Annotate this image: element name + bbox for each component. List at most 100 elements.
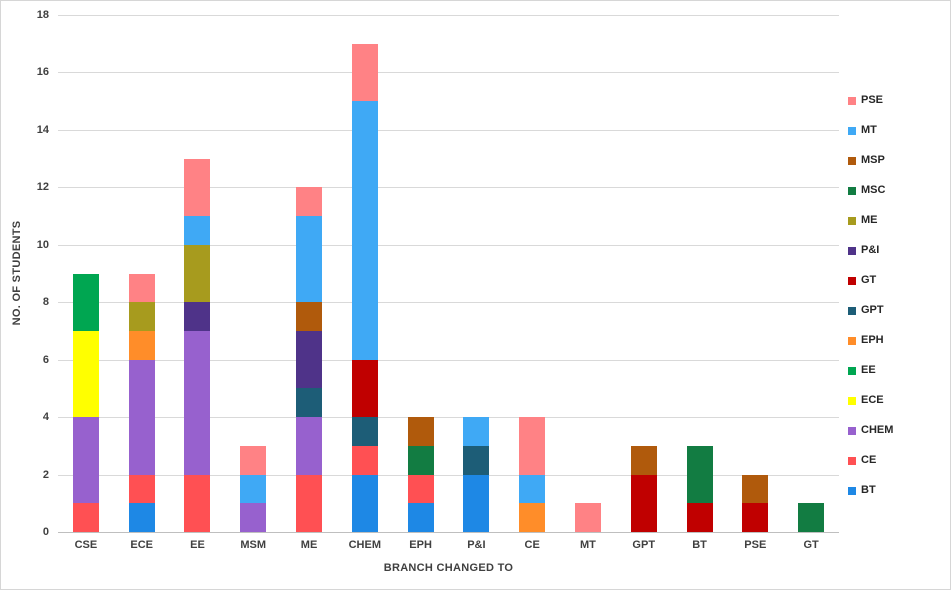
bar-segment-me xyxy=(184,244,211,303)
gridline xyxy=(58,187,839,189)
x-tick-label-gt: GT xyxy=(803,539,819,551)
bar-segment-chem xyxy=(128,359,155,475)
bar-segment-mt xyxy=(296,216,323,303)
legend: PSE MT MSP MSC ME P&I GT GPT EPH EE ECE CHEM CE BT xyxy=(848,95,893,496)
bar-segment-mt xyxy=(351,101,378,360)
legend-swatch-pse xyxy=(848,96,856,105)
bar-segment-gpt xyxy=(351,417,378,446)
legend-swatch-ece xyxy=(848,396,856,405)
bar-segment-bt xyxy=(407,503,434,532)
legend-swatch-bt xyxy=(848,486,856,495)
bar-segment-ce xyxy=(184,474,211,532)
bar-segment-bt xyxy=(351,474,378,532)
gridline xyxy=(58,302,839,304)
legend-item-ece: ECE xyxy=(848,395,893,406)
legend-label-pse: PSE xyxy=(861,94,884,106)
legend-label-mt: MT xyxy=(861,124,877,136)
bar-segment-msc xyxy=(407,445,434,475)
legend-item-chem: CHEM xyxy=(848,425,893,436)
bar-segment-msc xyxy=(798,503,825,532)
legend-item-mt: MT xyxy=(848,125,893,136)
legend-item-ce: CE xyxy=(848,455,893,466)
bar-segment-pse xyxy=(128,273,155,303)
legend-swatch-p-i xyxy=(848,246,856,255)
x-tick-label-ee: EE xyxy=(190,539,205,551)
legend-swatch-msp xyxy=(848,156,856,165)
x-tick-label-msm: MSM xyxy=(240,539,267,551)
x-tick-label-p-i: P&I xyxy=(467,539,486,551)
bar-segment-mt xyxy=(519,474,546,504)
y-tick-label: 10 xyxy=(36,238,49,251)
bar-segment-eph xyxy=(128,330,155,360)
bar-segment-bt xyxy=(463,474,490,532)
bar-segment-gt xyxy=(351,359,378,418)
gridline xyxy=(58,129,839,131)
y-tick-label: 2 xyxy=(42,468,49,481)
x-tick-label-ce: CE xyxy=(524,539,540,551)
bar-segment-ce xyxy=(128,474,155,504)
bar-segment-chem xyxy=(72,417,99,504)
bar-segment-ce xyxy=(72,503,99,532)
legend-label-msc: MSC xyxy=(861,184,886,196)
bar-segment-gpt xyxy=(296,388,323,418)
bar-segment-eph xyxy=(519,503,546,532)
bar-segment-me xyxy=(128,302,155,331)
legend-label-ce: CE xyxy=(861,454,877,466)
bar-segment-gt xyxy=(686,503,713,532)
gridline xyxy=(58,359,839,361)
legend-label-gpt: GPT xyxy=(861,304,884,316)
gridline xyxy=(58,15,839,16)
legend-item-msp: MSP xyxy=(848,155,893,166)
legend-swatch-gpt xyxy=(848,306,856,315)
y-tick-label: 6 xyxy=(42,353,49,366)
bar-segment-msp xyxy=(742,474,769,504)
legend-swatch-mt xyxy=(848,126,856,135)
legend-item-gt: GT xyxy=(848,275,893,286)
legend-swatch-chem xyxy=(848,426,856,435)
y-tick-label: 4 xyxy=(42,411,49,424)
legend-swatch-ee xyxy=(848,366,856,375)
x-tick-label-gpt: GPT xyxy=(632,539,656,551)
bar-segment-mt xyxy=(184,216,211,245)
bar-segment-msp xyxy=(296,302,323,331)
bar-segment-msp xyxy=(407,417,434,446)
legend-label-bt: BT xyxy=(861,484,876,496)
legend-item-ee: EE xyxy=(848,365,893,376)
x-tick-label-ece: ECE xyxy=(130,539,153,551)
x-tick-label-cse: CSE xyxy=(74,539,98,551)
legend-swatch-gt xyxy=(848,276,856,285)
bar-segment-msc xyxy=(686,445,713,504)
bar-segment-mt xyxy=(240,474,267,504)
bar-segment-gpt xyxy=(463,445,490,475)
bar-segment-msp xyxy=(630,445,657,475)
bar-segment-gt xyxy=(742,503,769,532)
bar-segment-mt xyxy=(463,417,490,446)
legend-item-pse: PSE xyxy=(848,95,893,106)
y-tick-label: 16 xyxy=(36,66,49,79)
legend-label-eph: EPH xyxy=(861,334,884,346)
bar-segment-ece xyxy=(72,330,99,418)
gridline xyxy=(58,72,839,74)
bar-segment-ee xyxy=(72,273,99,331)
legend-label-p-i: P&I xyxy=(861,244,880,256)
bar-segment-chem xyxy=(296,417,323,475)
x-tick-label-pse: PSE xyxy=(744,539,767,551)
legend-swatch-eph xyxy=(848,336,856,345)
bar-segment-p-i xyxy=(296,330,323,389)
bar-segment-pse xyxy=(519,417,546,475)
gridline xyxy=(58,244,839,246)
gridline xyxy=(58,417,839,419)
legend-label-ece: ECE xyxy=(861,394,884,406)
y-tick-label: 14 xyxy=(36,123,49,136)
legend-item-bt: BT xyxy=(848,485,893,496)
x-tick-label-eph: EPH xyxy=(409,539,432,551)
y-tick-label: 0 xyxy=(42,526,49,538)
bar-segment-pse xyxy=(240,445,267,475)
y-tick-label: 18 xyxy=(36,9,49,21)
gridline xyxy=(58,532,839,533)
bar-segment-ce xyxy=(407,474,434,504)
legend-item-eph: EPH xyxy=(848,335,893,346)
legend-swatch-me xyxy=(848,216,856,225)
legend-swatch-ce xyxy=(848,456,856,465)
